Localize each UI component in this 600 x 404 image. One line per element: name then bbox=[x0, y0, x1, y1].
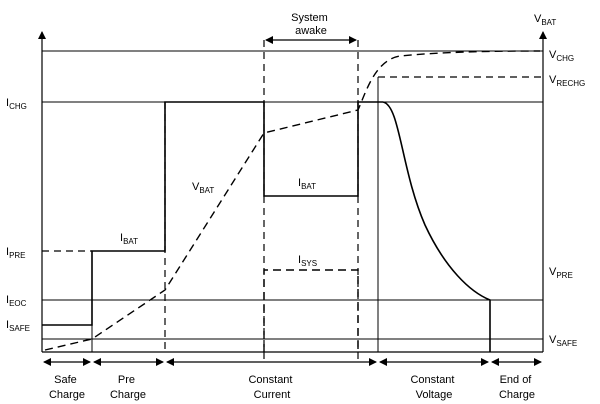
isys-label: ISYS bbox=[298, 254, 317, 268]
phase-end-of-charge: End of Charge bbox=[499, 374, 535, 401]
vbat-curve-label: VBAT bbox=[192, 181, 214, 195]
vbat-axis-label: VBAT bbox=[534, 13, 556, 27]
phase-constant-voltage: Constant Voltage bbox=[410, 374, 457, 401]
phase-constant-current: Constant Current bbox=[248, 374, 295, 401]
ibat-current-curve bbox=[42, 101, 383, 326]
phase-pre-charge: Pre Charge bbox=[110, 374, 146, 401]
vpre-label: VPRE bbox=[549, 266, 573, 280]
system-awake-label: System awake bbox=[291, 12, 331, 37]
isafe-label: ISAFE bbox=[6, 319, 30, 333]
vbat-voltage-curve bbox=[44, 50, 541, 351]
ipre-label: IPRE bbox=[6, 246, 26, 260]
ichg-label: ICHG bbox=[6, 97, 27, 111]
vsafe-label: VSAFE bbox=[549, 334, 577, 348]
vrechg-label: VRECHG bbox=[549, 74, 585, 88]
ibat-constant-voltage-decay bbox=[382, 101, 491, 352]
isys-current-curve bbox=[263, 269, 359, 352]
ibat-awake-label: IBAT bbox=[298, 177, 316, 191]
ieoc-label: IEOC bbox=[6, 294, 27, 308]
phase-safe-charge: Safe Charge bbox=[49, 374, 85, 401]
vchg-label: VCHG bbox=[549, 49, 574, 63]
ibat-pre-label: IBAT bbox=[120, 232, 138, 246]
